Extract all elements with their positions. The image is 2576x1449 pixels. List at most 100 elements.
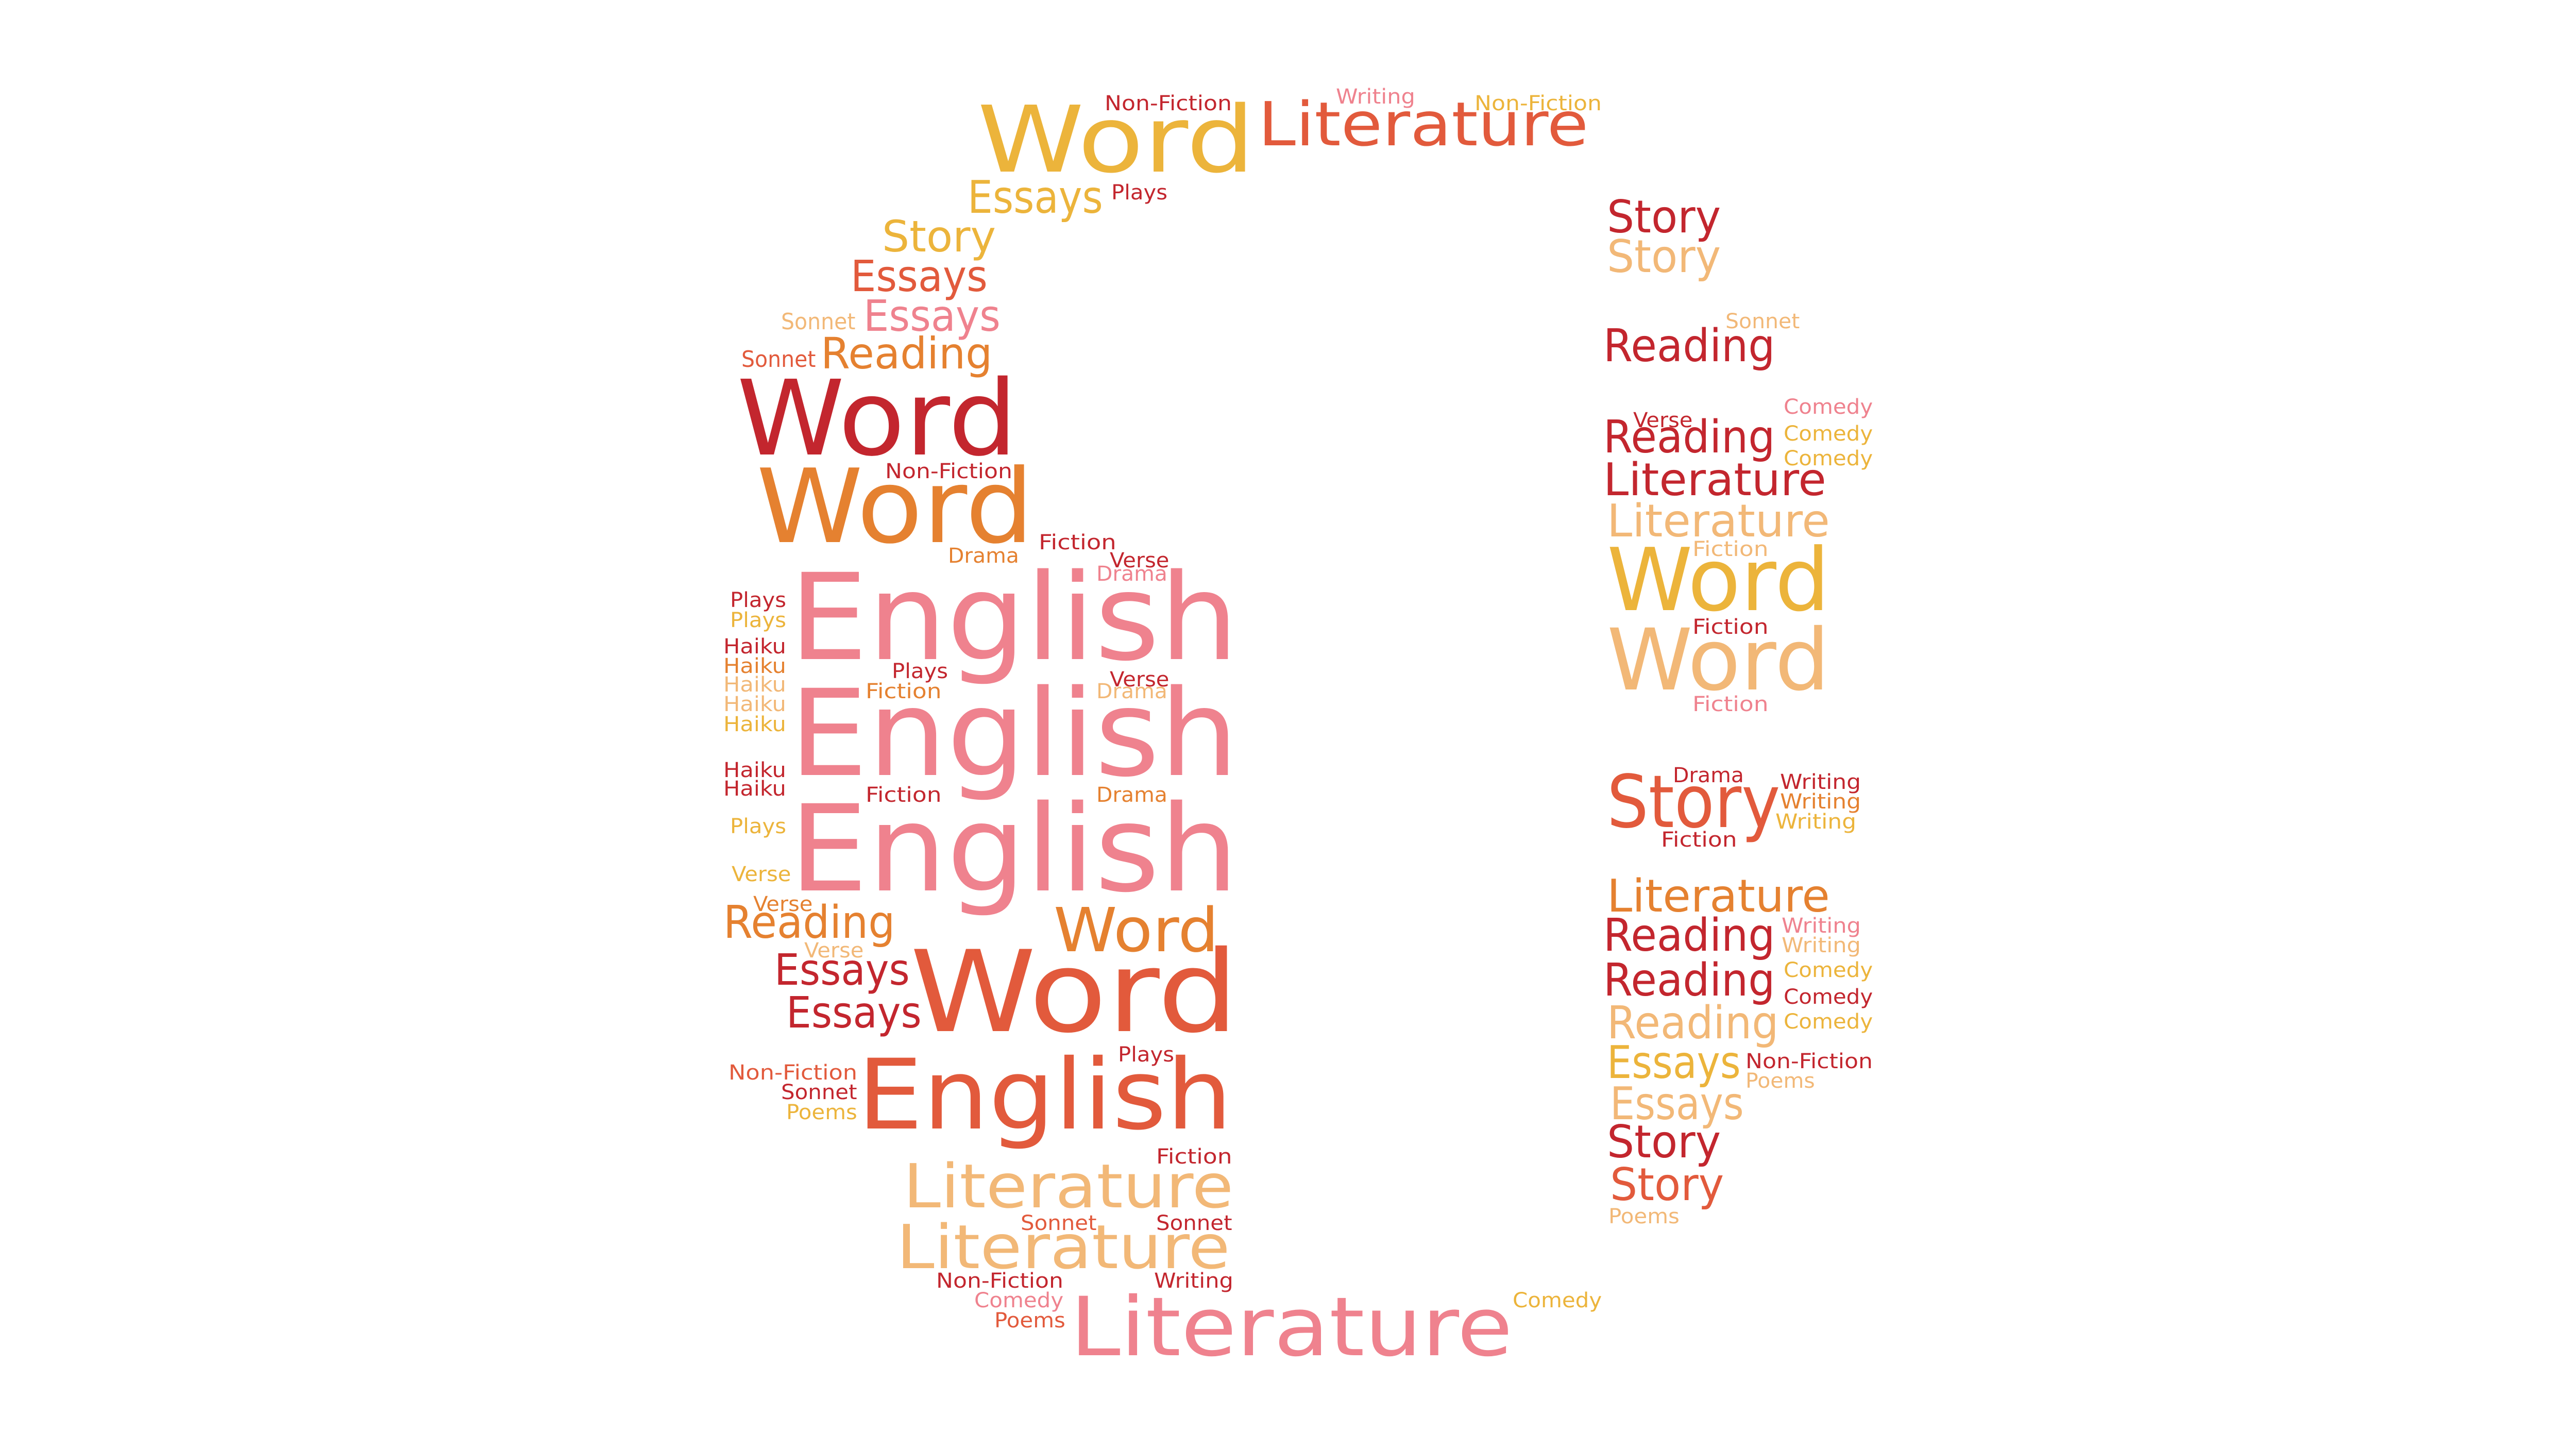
word-word: Word (910, 926, 1239, 1058)
word-reading: Reading (723, 896, 895, 949)
word-comedy: Comedy (1783, 1008, 1873, 1034)
word-word: Word (1606, 529, 1830, 631)
word-fiction: Fiction (1039, 530, 1116, 555)
word-plays: Plays (891, 659, 948, 684)
word-essays: Essays (774, 944, 910, 995)
word-comedy: Comedy (974, 1288, 1064, 1313)
word-plays: Plays (730, 587, 786, 613)
word-word: Word (736, 358, 1018, 479)
word-comedy: Comedy (1783, 394, 1873, 419)
word-writing: Writing (1775, 808, 1856, 834)
word-fiction: Fiction (1692, 692, 1769, 717)
word-verse: Verse (804, 937, 864, 963)
word-plays: Plays (1111, 179, 1168, 205)
word-essays: Essays (786, 987, 922, 1038)
word-non-fiction: Non-Fiction (1745, 1048, 1873, 1073)
word-fiction: Fiction (1156, 1144, 1232, 1169)
word-drama: Drama (1096, 678, 1168, 703)
word-haiku: Haiku (723, 634, 786, 659)
word-fiction: Fiction (1692, 614, 1769, 639)
word-sonnet: Sonnet (1020, 1210, 1097, 1235)
word-english: English (789, 548, 1239, 688)
word-reading: Reading (1603, 954, 1775, 1006)
word-literature: Literature (1606, 869, 1830, 922)
word-essays: Essays (1606, 1036, 1741, 1089)
word-verse: Verse (731, 862, 791, 887)
word-writing: Writing (1780, 769, 1861, 794)
word-non-fiction: Non-Fiction (936, 1268, 1064, 1293)
word-story: Story (1606, 1116, 1721, 1169)
word-poems: Poems (786, 1099, 857, 1124)
word-essays: Essays (968, 171, 1104, 224)
word-writing: Writing (1782, 913, 1861, 938)
word-haiku: Haiku (723, 653, 786, 679)
word-literature: Literature (1603, 453, 1826, 506)
word-comedy: Comedy (1783, 957, 1873, 983)
word-comedy: Comedy (1783, 984, 1873, 1009)
word-sonnet: Sonnet (1156, 1210, 1232, 1235)
word-poems: Poems (994, 1307, 1065, 1333)
word-reading: Reading (1606, 997, 1778, 1050)
word-english: English (789, 779, 1239, 919)
word-story: Story (1606, 760, 1781, 845)
word-literature: Literature (903, 1151, 1234, 1222)
word-story: Story (1606, 191, 1721, 244)
word-english: English (789, 663, 1239, 803)
word-verse: Verse (1109, 667, 1170, 692)
word-reading: Reading (1603, 410, 1775, 463)
word-essays: Essays (850, 250, 988, 301)
word-reading: Reading (1603, 319, 1775, 373)
word-drama: Drama (1672, 763, 1744, 787)
word-story: Story (882, 211, 996, 262)
word-comedy: Comedy (1783, 445, 1873, 470)
word-poems: Poems (1608, 1203, 1680, 1228)
word-verse: Verse (753, 891, 812, 916)
word-plays: Plays (730, 607, 786, 632)
word-story: Story (1610, 1158, 1724, 1211)
word-word: Word (1606, 610, 1830, 710)
word-haiku: Haiku (723, 692, 786, 717)
word-writing: Writing (1782, 933, 1861, 958)
word-writing: Writing (1154, 1268, 1234, 1293)
word-fiction: Fiction (865, 782, 941, 807)
word-literature: Literature (1070, 1279, 1513, 1375)
word-fiction: Fiction (1661, 827, 1737, 852)
word-drama: Drama (1096, 782, 1168, 807)
word-haiku: Haiku (723, 671, 786, 697)
word-word: Word (1053, 895, 1219, 966)
word-reading: Reading (820, 328, 993, 379)
word-english: English (857, 1039, 1232, 1152)
word-sonnet: Sonnet (781, 1080, 857, 1105)
word-non-fiction: Non-Fiction (728, 1059, 857, 1085)
word-haiku: Haiku (723, 711, 786, 736)
word-fiction: Fiction (1692, 536, 1769, 561)
word-writing: Writing (1780, 789, 1861, 814)
word-plays: Plays (730, 814, 786, 839)
word-sonnet: Sonnet (741, 346, 816, 373)
word-story: Story (1606, 230, 1721, 283)
word-verse: Verse (1633, 407, 1693, 432)
word-verse: Verse (1109, 548, 1170, 573)
word-literature: Literature (1258, 89, 1589, 160)
word-literature: Literature (896, 1212, 1231, 1283)
word-haiku: Haiku (723, 757, 786, 783)
word-non-fiction: Non-Fiction (1475, 90, 1602, 115)
word-sonnet: Sonnet (1725, 308, 1800, 333)
word-comedy: Comedy (1512, 1288, 1602, 1313)
word-essays: Essays (863, 290, 1001, 341)
word-non-fiction: Non-Fiction (1105, 90, 1232, 115)
word-drama: Drama (1096, 561, 1168, 586)
word-plays: Plays (1117, 1041, 1174, 1067)
word-sonnet: Sonnet (781, 308, 856, 335)
word-fiction: Fiction (865, 678, 941, 703)
word-non-fiction: Non-Fiction (885, 459, 1012, 484)
word-word: Word (977, 86, 1255, 194)
word-word: Word (756, 447, 1034, 566)
word-haiku: Haiku (723, 776, 786, 801)
word-comedy: Comedy (1783, 420, 1873, 446)
word-poems: Poems (1745, 1068, 1815, 1093)
word-writing: Writing (1335, 83, 1415, 109)
word-reading: Reading (1603, 909, 1775, 962)
word-drama: Drama (947, 543, 1019, 568)
